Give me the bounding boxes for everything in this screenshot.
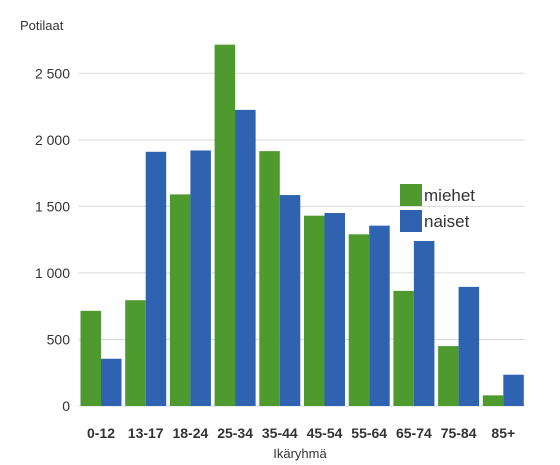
bar-miehet-18-24 bbox=[169, 194, 191, 406]
bar-naiset-45-54 bbox=[324, 213, 345, 406]
legend-swatch-miehet bbox=[400, 184, 422, 206]
x-tick-label: 55-64 bbox=[351, 425, 387, 441]
bar-miehet-55-64 bbox=[348, 234, 370, 406]
y-tick-label: 500 bbox=[47, 331, 71, 347]
x-tick-label: 25-34 bbox=[217, 425, 253, 441]
bar-miehet-25-34 bbox=[214, 44, 236, 407]
legend-swatch-naiset bbox=[400, 210, 422, 232]
bar-miehet-0-12 bbox=[80, 310, 101, 406]
bar-miehet-65-74 bbox=[393, 290, 414, 406]
legend-label-miehet: miehet bbox=[424, 186, 475, 205]
x-axis-label: Ikäryhmä bbox=[273, 446, 327, 461]
bar-naiset-25-34 bbox=[235, 109, 256, 406]
legend-label-naiset: naiset bbox=[424, 212, 470, 231]
x-tick-label: 75-84 bbox=[441, 425, 477, 441]
bar-naiset-13-17 bbox=[145, 151, 167, 406]
y-tick-label: 1 500 bbox=[35, 198, 70, 214]
bar-naiset-0-12 bbox=[101, 358, 122, 406]
x-tick-label: 45-54 bbox=[307, 425, 343, 441]
bar-naiset-35-44 bbox=[279, 195, 301, 406]
bar-naiset-55-64 bbox=[369, 225, 390, 406]
y-axis-label: Potilaat bbox=[20, 18, 64, 33]
bars bbox=[80, 44, 524, 407]
x-tick-label: 13-17 bbox=[128, 425, 164, 441]
bar-miehet-35-44 bbox=[259, 151, 280, 406]
y-tick-label: 0 bbox=[62, 398, 70, 414]
bar-miehet-75-84 bbox=[438, 346, 459, 406]
bar-naiset-18-24 bbox=[190, 150, 211, 406]
bar-miehet-45-54 bbox=[304, 215, 325, 406]
x-tick-label: 35-44 bbox=[262, 425, 298, 441]
bar-miehet-13-17 bbox=[125, 300, 146, 406]
bar-naiset-65-74 bbox=[413, 240, 435, 406]
y-tick-label: 1 000 bbox=[35, 265, 70, 281]
x-axis-ticks: 0-12 13-17 18-24 25-34 35-44 45-54 55-64 65-74 7… bbox=[87, 425, 515, 441]
x-tick-label: 0-12 bbox=[87, 425, 115, 441]
bar-naiset-75-84 bbox=[458, 286, 480, 406]
x-tick-label: 85+ bbox=[491, 425, 515, 441]
y-tick-label: 2 500 bbox=[35, 65, 70, 81]
x-tick-label: 65-74 bbox=[396, 425, 432, 441]
legend: miehet naiset bbox=[400, 184, 475, 232]
bar-naiset-85+ bbox=[503, 374, 524, 406]
bar-miehet-85+ bbox=[482, 395, 504, 406]
y-axis-ticks: 0 500 1 000 1 500 2 000 2 500 bbox=[35, 65, 70, 414]
y-tick-label: 2 000 bbox=[35, 132, 70, 148]
x-tick-label: 18-24 bbox=[172, 425, 208, 441]
